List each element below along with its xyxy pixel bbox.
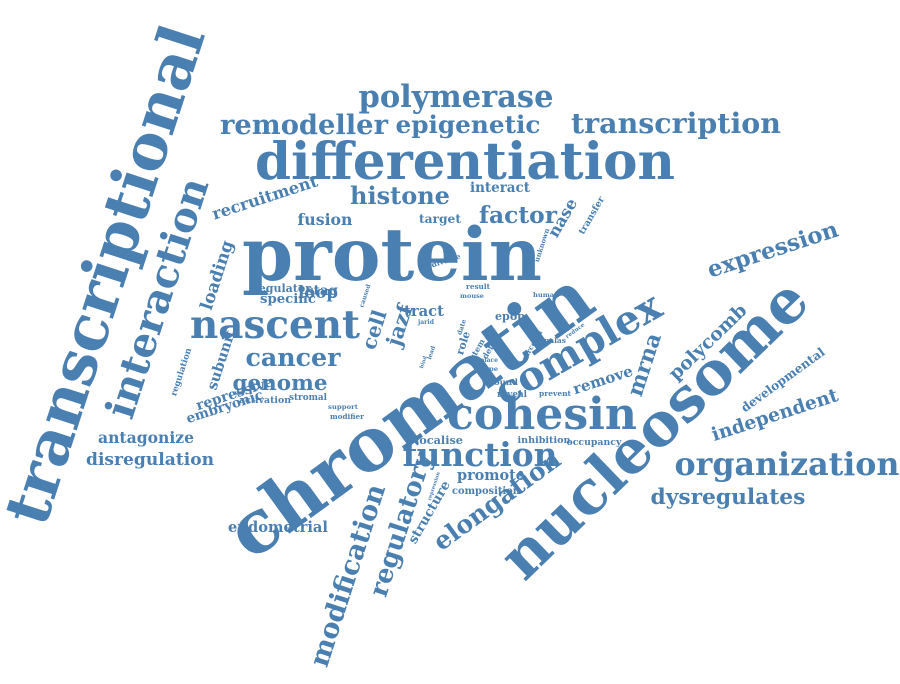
- word-transcription: transcription: [571, 106, 781, 140]
- word-human: human: [533, 290, 559, 299]
- word-disregulation: disregulation: [86, 449, 215, 470]
- word-inhibition: inhibition: [517, 435, 571, 446]
- word-remodeller: remodeller: [220, 108, 388, 141]
- word-dysregulates: dysregulates: [650, 485, 806, 510]
- word-bound: bound: [488, 377, 518, 388]
- word-regulation: regulation: [169, 346, 195, 397]
- word-polymerase: polymerase: [358, 79, 554, 115]
- word-stag: stag: [306, 282, 338, 299]
- word-transfer: transfer: [576, 194, 608, 236]
- word-target: target: [419, 212, 461, 226]
- word-reveal: reveal: [497, 389, 527, 400]
- word-activation: activation: [239, 394, 291, 406]
- word-factor: factor: [479, 200, 557, 229]
- word-genome: genome: [232, 370, 328, 396]
- word-occupancy: occupancy: [566, 436, 622, 448]
- word-regulator: regulator: [253, 281, 312, 295]
- word-result: result: [466, 281, 490, 291]
- word-tract: tract: [404, 302, 444, 320]
- word-interact: interact: [470, 179, 530, 196]
- word-promote: promote: [457, 467, 525, 484]
- word-fusion: fusion: [297, 210, 353, 229]
- word-epop: epop: [495, 309, 525, 323]
- word-epigenetic: epigenetic: [395, 109, 541, 139]
- word-type: type: [482, 364, 498, 373]
- word-nascent: nascent: [190, 301, 360, 348]
- word-localise: localise: [415, 432, 463, 447]
- word-endometrial: endometrial: [228, 518, 328, 536]
- word-modifier: modifier: [330, 411, 364, 421]
- word-cohesin: cohesin: [447, 389, 637, 440]
- word-organization: organization: [674, 446, 900, 483]
- word-support: support: [328, 402, 359, 411]
- word-stromal: stromal: [289, 392, 328, 403]
- word-jarid: jarid: [418, 319, 434, 326]
- word-loop: loop: [298, 281, 339, 302]
- word-mouse: mouse: [460, 291, 484, 300]
- word-place: place: [480, 357, 498, 364]
- word-specific: specific: [260, 291, 316, 307]
- word-cancer: cancer: [245, 341, 341, 372]
- word-palas: palas: [544, 335, 566, 345]
- word-histone: histone: [350, 181, 450, 210]
- word-protein: protein: [242, 211, 542, 298]
- word-differentiation: differentiation: [255, 132, 675, 192]
- word-prevent: prevent: [539, 389, 572, 398]
- word-function: function: [402, 434, 558, 474]
- word-antagonize: antagonize: [98, 428, 194, 447]
- word-composition: composition: [452, 486, 520, 497]
